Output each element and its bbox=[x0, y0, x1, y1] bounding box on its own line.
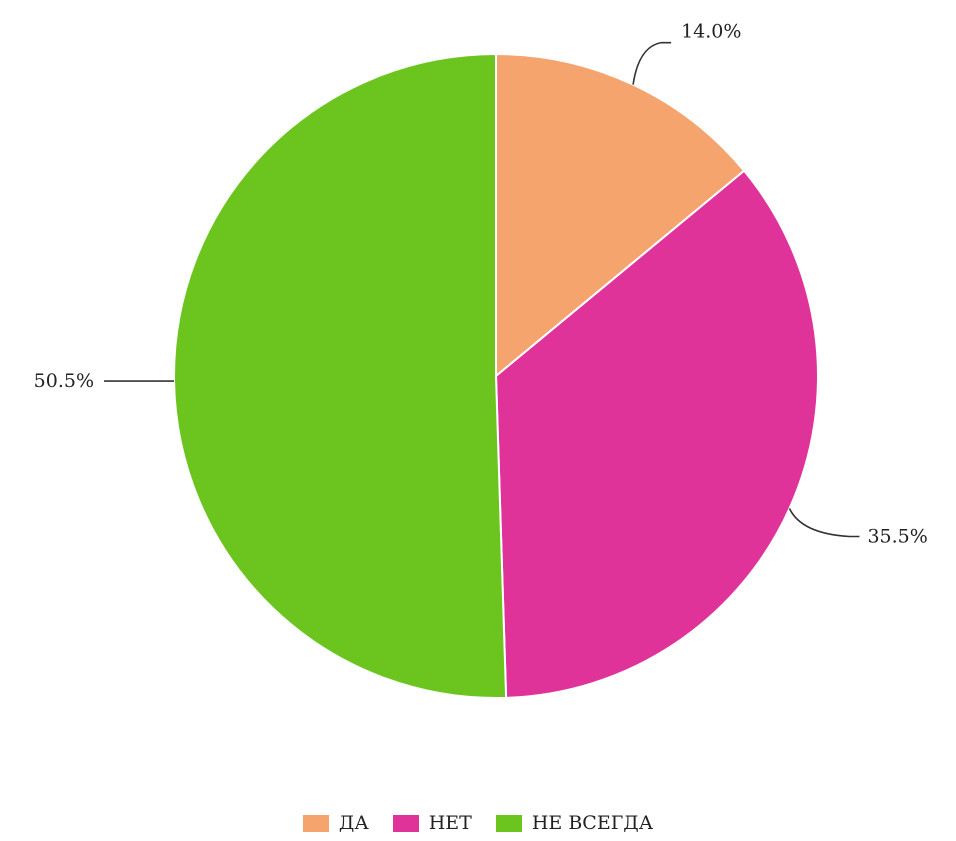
legend-swatch-net bbox=[392, 814, 419, 832]
legend-item-da: ДА bbox=[302, 812, 369, 834]
legend: ДА НЕТ НЕ ВСЕГДА bbox=[0, 812, 956, 834]
legend-swatch-da bbox=[302, 814, 329, 832]
data-label-ne-vsegda: 50.5% bbox=[34, 370, 94, 392]
legend-swatch-ne-vsegda bbox=[495, 814, 522, 832]
pie-slice-da bbox=[495, 52, 746, 379]
data-label-da: 14.0% bbox=[681, 21, 741, 43]
pie-chart: 14.0% 35.5% 50.5% bbox=[34, 21, 928, 699]
data-label-net: 35.5% bbox=[867, 526, 927, 548]
leader-line-da bbox=[632, 41, 672, 85]
pie-slice-ne-vsegda bbox=[173, 52, 508, 699]
legend-label-ne-vsegda: НЕ ВСЕГДА bbox=[531, 812, 654, 834]
leader-line-net bbox=[788, 508, 860, 538]
legend-item-net: НЕТ bbox=[392, 812, 472, 834]
pie-slice-net bbox=[494, 169, 819, 699]
legend-label-net: НЕТ bbox=[428, 812, 472, 834]
legend-label-da: ДА bbox=[338, 812, 369, 834]
legend-item-ne-vsegda: НЕ ВСЕГДА bbox=[495, 812, 654, 834]
